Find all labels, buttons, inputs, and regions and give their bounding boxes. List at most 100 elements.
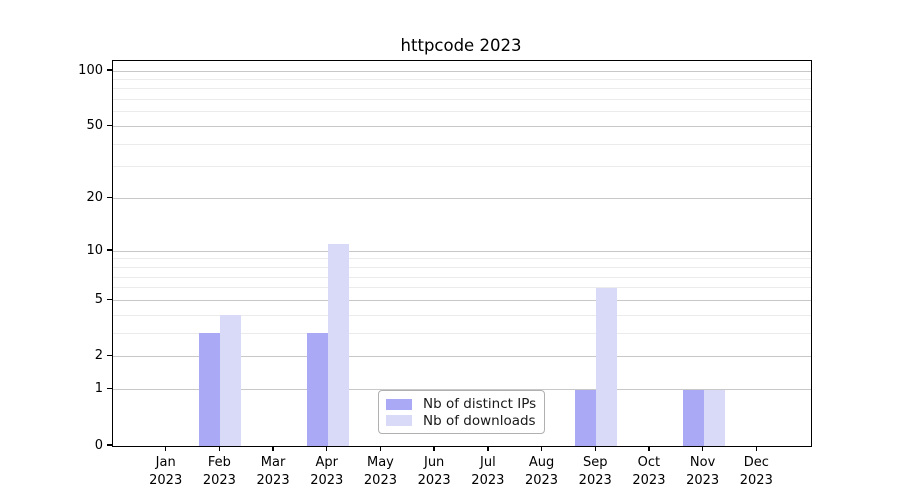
y-tick-label: 100 bbox=[78, 62, 103, 78]
x-tick-mark bbox=[648, 446, 650, 452]
x-tick-month: May bbox=[367, 455, 394, 470]
major-gridline bbox=[113, 250, 811, 252]
x-tick-label: Aug 2023 bbox=[512, 454, 572, 489]
minor-gridline bbox=[113, 258, 811, 260]
minor-gridline bbox=[113, 111, 811, 113]
x-tick-label: Jul 2023 bbox=[458, 454, 518, 489]
x-tick-mark bbox=[326, 446, 328, 452]
x-tick-month: Apr bbox=[315, 455, 339, 470]
x-tick-mark bbox=[218, 446, 221, 452]
x-tick-year: 2023 bbox=[363, 472, 397, 488]
y-tick-mark bbox=[107, 124, 112, 127]
x-tick-month: Mar bbox=[260, 455, 286, 470]
x-tick-mark bbox=[487, 446, 489, 452]
major-gridline bbox=[113, 126, 811, 128]
x-tick-year: 2023 bbox=[149, 472, 183, 488]
x-tick-year: 2023 bbox=[632, 472, 666, 488]
x-tick-label: Jan 2023 bbox=[136, 454, 196, 489]
x-tick-label: Dec 2023 bbox=[726, 454, 786, 489]
x-tick-label: Oct 2023 bbox=[619, 454, 679, 489]
x-tick-mark bbox=[379, 446, 382, 452]
y-tick-mark bbox=[107, 444, 112, 446]
y-tick-label: 20 bbox=[86, 190, 103, 206]
x-tick-year: 2023 bbox=[417, 472, 451, 488]
y-tick-label: 0 bbox=[94, 437, 103, 453]
x-tick-month: Nov bbox=[689, 455, 716, 470]
x-tick-month: Sep bbox=[582, 455, 608, 470]
minor-gridline bbox=[113, 314, 811, 316]
y-tick-label: 2 bbox=[94, 348, 103, 364]
minor-gridline bbox=[113, 266, 811, 268]
y-tick-mark bbox=[107, 387, 112, 390]
x-tick-year: 2023 bbox=[256, 472, 290, 488]
y-tick-label: 5 bbox=[94, 291, 103, 307]
legend-item-distinct-ips: Nb of distinct IPs bbox=[386, 396, 536, 412]
x-tick-label: Apr 2023 bbox=[297, 454, 357, 489]
legend-label-downloads: Nb of downloads bbox=[423, 412, 536, 429]
y-tick-label: 50 bbox=[86, 118, 103, 134]
minor-gridline bbox=[113, 166, 811, 168]
bar-distinct-ips-nov bbox=[682, 389, 704, 446]
x-tick-label: Feb 2023 bbox=[189, 454, 249, 489]
major-gridline bbox=[113, 70, 811, 72]
x-tick-month: Aug bbox=[528, 455, 555, 470]
x-tick-label: Sep 2023 bbox=[565, 454, 625, 489]
y-tick-label: 10 bbox=[86, 242, 103, 258]
x-tick-year: 2023 bbox=[310, 472, 344, 488]
legend-item-downloads: Nb of downloads bbox=[386, 413, 536, 429]
x-tick-mark bbox=[540, 446, 543, 452]
x-tick-year: 2023 bbox=[739, 472, 773, 488]
plot-area bbox=[112, 60, 812, 447]
x-tick-month: Jun bbox=[423, 455, 445, 470]
x-tick-mark bbox=[701, 446, 704, 452]
x-tick-label: Mar 2023 bbox=[243, 454, 303, 489]
x-tick-year: 2023 bbox=[578, 472, 612, 488]
minor-gridline bbox=[113, 287, 811, 289]
major-gridline bbox=[113, 198, 811, 200]
minor-gridline bbox=[113, 276, 811, 278]
bar-downloads-apr bbox=[327, 244, 349, 446]
x-tick-year: 2023 bbox=[686, 472, 720, 488]
bar-downloads-feb bbox=[220, 315, 242, 446]
x-tick-mark bbox=[164, 446, 167, 452]
x-tick-month: Jul bbox=[480, 455, 496, 470]
x-tick-mark bbox=[755, 446, 757, 452]
y-tick-mark bbox=[107, 69, 112, 71]
x-tick-label: Jun 2023 bbox=[404, 454, 464, 489]
major-gridline bbox=[113, 389, 811, 391]
y-tick-mark bbox=[107, 355, 112, 357]
bar-distinct-ips-apr bbox=[306, 333, 328, 446]
x-tick-mark bbox=[594, 446, 596, 452]
y-tick-mark bbox=[107, 298, 112, 301]
minor-gridline bbox=[113, 78, 811, 80]
x-tick-year: 2023 bbox=[471, 472, 505, 488]
x-tick-label: May 2023 bbox=[350, 454, 410, 489]
minor-gridline bbox=[113, 332, 811, 334]
legend-label-distinct-ips: Nb of distinct IPs bbox=[423, 396, 537, 413]
legend-swatch-distinct-ips bbox=[386, 398, 412, 410]
bar-downloads-sep bbox=[596, 287, 618, 446]
minor-gridline bbox=[113, 143, 811, 145]
legend-swatch-downloads bbox=[386, 415, 412, 427]
major-gridline bbox=[113, 356, 811, 358]
x-tick-month: Oct bbox=[637, 455, 661, 470]
x-tick-month: Dec bbox=[743, 455, 769, 470]
x-tick-year: 2023 bbox=[202, 472, 236, 488]
y-tick-mark bbox=[107, 249, 112, 251]
y-tick-mark bbox=[107, 196, 112, 199]
bar-downloads-nov bbox=[703, 389, 725, 446]
y-tick-label: 1 bbox=[94, 381, 103, 397]
bar-distinct-ips-feb bbox=[199, 333, 221, 446]
major-gridline bbox=[113, 299, 811, 301]
x-tick-label: Nov 2023 bbox=[673, 454, 733, 489]
minor-gridline bbox=[113, 88, 811, 90]
x-tick-year: 2023 bbox=[524, 472, 559, 488]
bar-distinct-ips-sep bbox=[575, 389, 597, 446]
x-tick-mark bbox=[433, 446, 435, 452]
chart-title: httpcode 2023 bbox=[400, 36, 522, 55]
minor-gridline bbox=[113, 99, 811, 101]
legend: Nb of distinct IPs Nb of downloads bbox=[378, 390, 545, 434]
x-tick-month: Jan bbox=[155, 455, 176, 470]
x-tick-month: Feb bbox=[207, 455, 231, 470]
